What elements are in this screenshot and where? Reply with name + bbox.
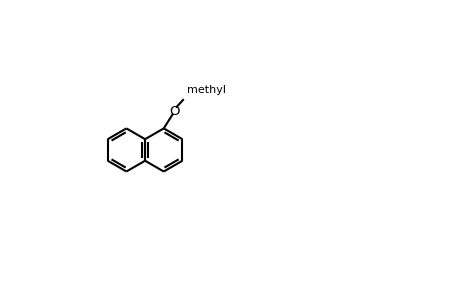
Text: methyl: methyl: [186, 85, 225, 94]
Text: O: O: [169, 105, 179, 118]
